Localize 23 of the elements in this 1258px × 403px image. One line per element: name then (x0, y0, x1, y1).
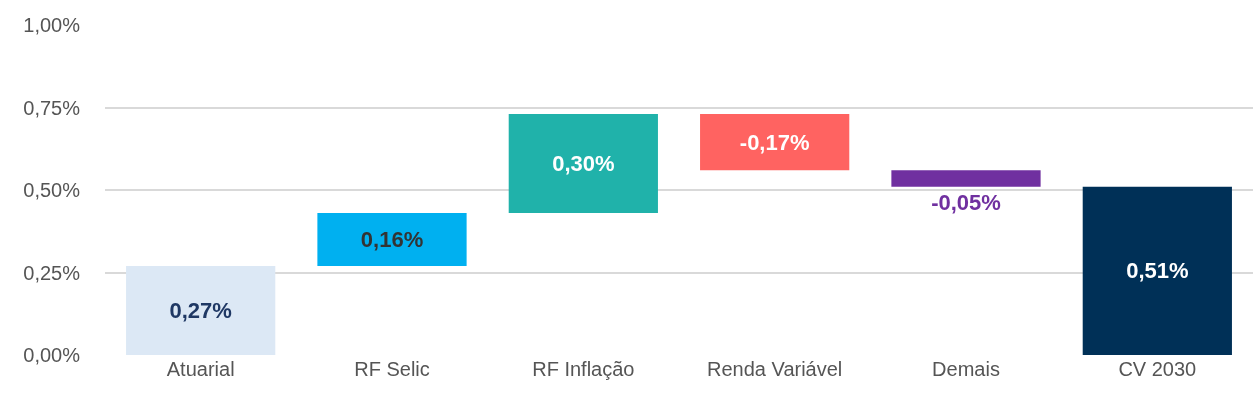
bar (317, 213, 467, 266)
x-tick-label: Atuarial (166, 358, 235, 380)
y-tick-label: 0,25% (23, 261, 81, 284)
data-label: 0,27% (169, 297, 232, 323)
x-tick-label: CV 2030 (1118, 358, 1197, 380)
data-label: 0,51% (1126, 258, 1189, 284)
x-tick-label: RF Inflação (532, 358, 635, 380)
bar (126, 265, 276, 355)
x-tick-label: RF Selic (354, 358, 430, 380)
y-tick-label: 0,50% (23, 179, 81, 201)
x-tick-label: Renda Variável (707, 358, 843, 380)
data-label: -0,05% (931, 189, 1001, 215)
x-tick-label: Demais (932, 358, 1000, 380)
data-label: -0,17% (739, 129, 810, 155)
data-label: 0,16% (360, 227, 424, 252)
data-label: 0,30% (552, 151, 615, 177)
bar (508, 114, 658, 214)
bar (1082, 186, 1232, 355)
y-tick-label: 0,00% (23, 344, 81, 366)
bar (891, 170, 1041, 187)
bar (700, 114, 850, 171)
y-tick-label: 1,00% (23, 14, 81, 36)
y-tick-label: 0,75% (23, 96, 81, 119)
